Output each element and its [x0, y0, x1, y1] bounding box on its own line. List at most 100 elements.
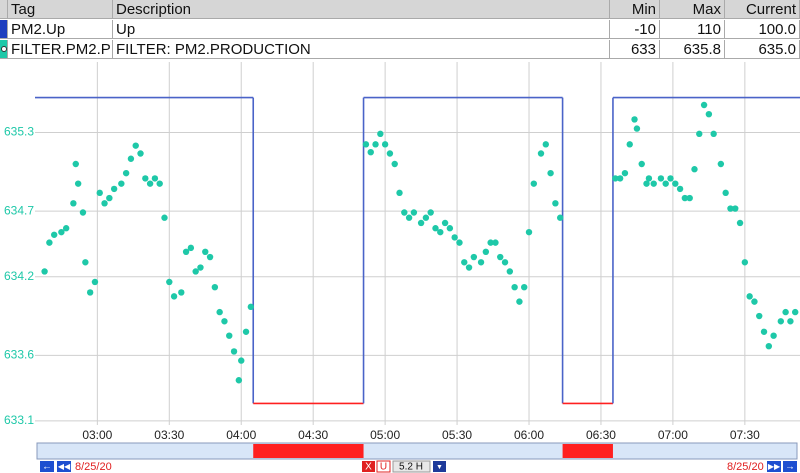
header-cell[interactable]: Max: [660, 0, 725, 19]
data-point: [645, 175, 653, 182]
undo-label: U: [380, 462, 387, 473]
header-cell[interactable]: Tag: [8, 0, 113, 19]
data-point: [247, 303, 255, 311]
x-tick-label: 06:30: [586, 428, 616, 442]
data-point: [686, 194, 693, 202]
data-point: [516, 298, 523, 305]
x-tick-label: 07:30: [730, 428, 760, 442]
data-point: [187, 244, 195, 252]
span-dropdown[interactable]: [433, 461, 446, 472]
data-point: [106, 194, 113, 202]
y-tick-label: 633.6: [4, 348, 34, 362]
data-point: [211, 284, 219, 291]
data-point: [96, 189, 103, 197]
data-point: [616, 175, 624, 182]
data-point: [552, 200, 559, 207]
x-tick-label: 07:00: [658, 428, 688, 442]
arrow-icon: ▼: [436, 464, 443, 471]
scroll-right-button[interactable]: [783, 461, 797, 472]
data-point: [146, 180, 154, 187]
data-point: [542, 141, 549, 148]
span-label: 5.2 H: [399, 462, 423, 473]
data-point: [681, 194, 689, 202]
data-point: [477, 259, 485, 266]
data-point: [79, 209, 87, 216]
header-cell[interactable]: Min: [610, 0, 660, 19]
x-tick-label: 06:00: [514, 428, 544, 442]
data-point: [446, 225, 454, 232]
data-point: [197, 264, 204, 271]
data-point: [62, 225, 70, 232]
data-point: [746, 293, 753, 300]
data-point: [202, 248, 209, 256]
tag-cell[interactable]: FILTER.PM2.P: [8, 40, 113, 59]
data-point: [132, 142, 139, 149]
data-point: [238, 357, 245, 364]
data-point: [377, 130, 384, 138]
data-point: [72, 160, 79, 168]
data-point: [643, 180, 650, 187]
data-point: [492, 239, 499, 246]
span-box[interactable]: [392, 460, 431, 473]
trend-chart: ← ◀◀ 8/25/20 X U 5.2 H ▼ 8/25/20 ▶▶ → 63…: [4, 62, 800, 473]
data-point: [367, 148, 374, 156]
data-point: [631, 116, 638, 123]
data-point: [161, 214, 168, 221]
data-point: [417, 219, 425, 227]
page-right-button[interactable]: [767, 461, 781, 472]
row-color: [0, 20, 8, 39]
y-tick-label: 633.1: [4, 413, 34, 427]
data-point: [122, 169, 130, 177]
data-point: [451, 234, 458, 241]
data-point: [235, 377, 243, 384]
data-point: [410, 209, 418, 216]
data-point: [137, 150, 144, 157]
data-point: [722, 189, 729, 197]
data-point: [556, 214, 564, 221]
data-point: [242, 328, 250, 335]
header-cell[interactable]: Current: [725, 0, 800, 19]
scroll-left-button[interactable]: [40, 461, 54, 472]
data-point: [178, 289, 185, 296]
data-point: [787, 318, 794, 325]
data-point: [401, 209, 408, 216]
data-point: [497, 253, 504, 261]
min-cell: -10: [610, 20, 660, 39]
data-point: [672, 180, 679, 187]
data-point: [456, 239, 463, 246]
data-point: [470, 253, 478, 261]
page-left-button[interactable]: [57, 461, 71, 472]
header-cell[interactable]: Description: [113, 0, 610, 19]
data-point: [650, 180, 657, 187]
data-point: [50, 231, 58, 238]
undo-button[interactable]: [376, 460, 391, 473]
data-point: [437, 228, 444, 236]
data-point: [156, 180, 163, 187]
data-point: [422, 214, 430, 221]
close-label: X: [365, 462, 372, 473]
description-cell: FILTER: PM2.PRODUCTION: [113, 40, 610, 59]
scroll-track[interactable]: [36, 442, 798, 460]
header-corner: [0, 0, 8, 19]
close-button[interactable]: [362, 461, 375, 472]
description-cell: Up: [113, 20, 610, 39]
data-point: [86, 289, 94, 296]
data-point: [110, 185, 118, 193]
data-point: [221, 318, 228, 325]
data-point: [506, 268, 514, 275]
min-cell: 633: [610, 40, 660, 59]
data-point: [700, 101, 708, 109]
y-tick-label: 635.3: [4, 125, 34, 139]
data-point: [696, 130, 703, 138]
data-point: [391, 160, 398, 168]
data-point: [760, 328, 768, 335]
data-point: [525, 228, 533, 236]
data-point: [41, 268, 48, 275]
tag-cell[interactable]: PM2.Up: [8, 20, 113, 39]
data-point: [511, 284, 518, 291]
data-point: [638, 160, 645, 168]
data-point: [626, 141, 633, 148]
x-tick-label: 03:30: [154, 428, 184, 442]
data-point: [74, 180, 82, 187]
data-point: [226, 332, 233, 339]
